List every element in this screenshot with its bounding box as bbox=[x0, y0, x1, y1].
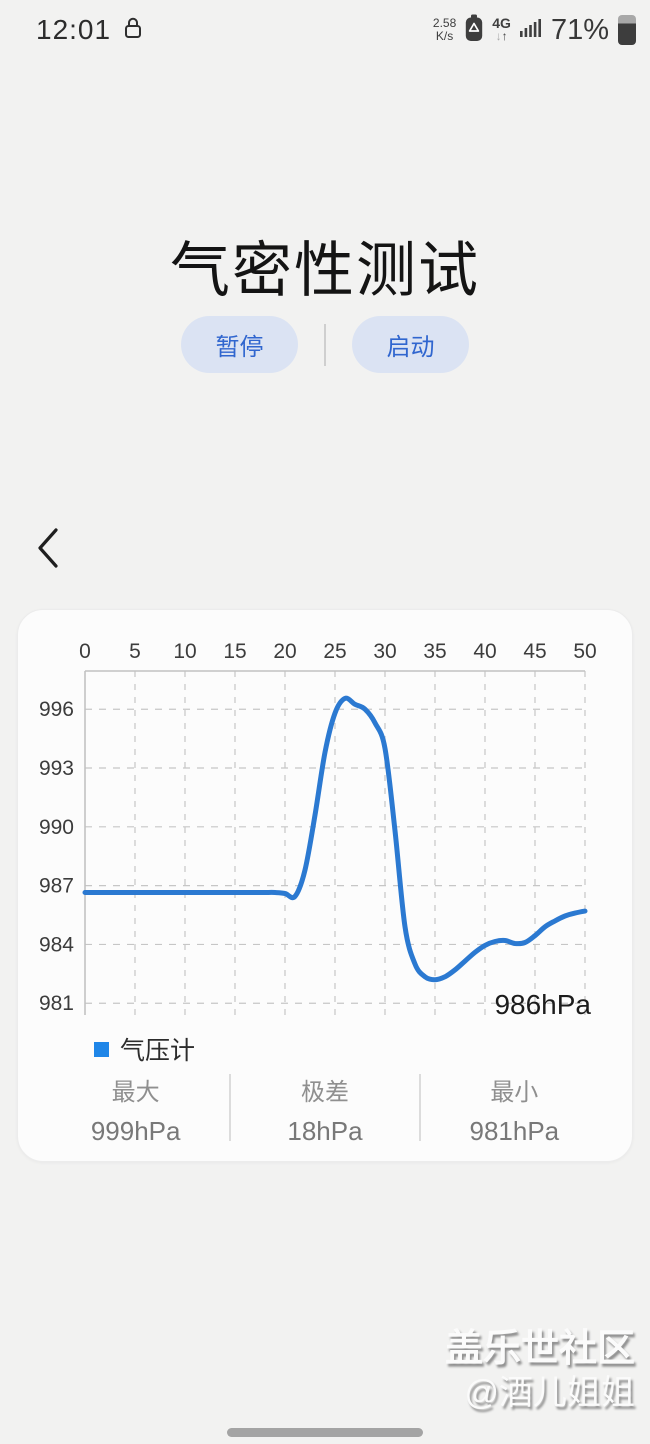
stat-max: 最大 999hPa bbox=[42, 1068, 229, 1147]
stat-range-label: 极差 bbox=[300, 1079, 349, 1106]
button-divider bbox=[324, 323, 326, 366]
status-time: 12:01 bbox=[36, 14, 112, 45]
stat-range: 极差 18hPa bbox=[231, 1068, 418, 1147]
series-line bbox=[82, 695, 588, 983]
x-tick-label: 25 bbox=[323, 640, 346, 663]
stat-divider bbox=[229, 1074, 232, 1141]
current-reading: 986hPa bbox=[494, 989, 591, 1020]
lock-icon bbox=[124, 16, 142, 44]
chevron-left-icon bbox=[35, 527, 61, 572]
y-tick-label: 981 bbox=[39, 992, 74, 1015]
network-type-indicator: 4G ↓↑ bbox=[492, 15, 511, 43]
y-tick-label: 993 bbox=[39, 757, 74, 780]
network-speed-value: 2.58 bbox=[432, 16, 457, 30]
stat-min-value: 981hPa bbox=[469, 1116, 560, 1146]
status-bar: 12:01 2.58 K/s 4G bbox=[0, 8, 650, 52]
network-arrows-icon: ↓↑ bbox=[495, 29, 508, 43]
x-tick-label: 50 bbox=[573, 640, 596, 663]
barometer-chart: 0 5 10 15 20 25 30 35 40 45 50 996 993 990 987 984 981 98… bbox=[39, 640, 597, 1020]
stat-range-value: 18hPa bbox=[287, 1116, 363, 1146]
x-tick-label: 40 bbox=[473, 640, 496, 663]
start-button[interactable]: 启动 bbox=[352, 316, 469, 373]
y-tick-label: 996 bbox=[39, 698, 74, 721]
home-indicator-handle[interactable] bbox=[227, 1428, 423, 1437]
y-tick-label: 987 bbox=[39, 875, 74, 898]
stat-min: 最小 981hPa bbox=[421, 1068, 608, 1147]
network-type-label: 4G bbox=[492, 15, 511, 31]
chart-legend: 气压计 bbox=[94, 1031, 195, 1067]
stat-max-label: 最大 bbox=[111, 1079, 160, 1106]
stat-divider bbox=[418, 1074, 421, 1141]
stat-min-label: 最小 bbox=[490, 1079, 539, 1106]
watermark-author: @酒儿姐姐 bbox=[464, 1374, 635, 1412]
y-tick-label: 984 bbox=[39, 933, 74, 956]
signal-strength-icon bbox=[519, 18, 542, 42]
legend-swatch bbox=[94, 1041, 109, 1057]
x-tick-label: 20 bbox=[273, 640, 296, 663]
x-tick-label: 30 bbox=[373, 640, 396, 663]
stat-max-value: 999hPa bbox=[90, 1116, 181, 1146]
network-speed-unit: K/s bbox=[435, 29, 454, 43]
watermark-community: 盖乐世社区 bbox=[444, 1328, 635, 1370]
battery-icon bbox=[618, 15, 636, 45]
x-tick-label: 0 bbox=[79, 640, 91, 663]
x-tick-label: 5 bbox=[129, 640, 141, 663]
page-title: 气密性测试 bbox=[170, 237, 480, 304]
stats-row: 最大 999hPa 极差 18hPa 最小 981hPa bbox=[42, 1068, 608, 1147]
network-speed: 2.58 K/s bbox=[433, 17, 456, 43]
battery-percent: 71% bbox=[550, 13, 609, 46]
y-tick-label: 990 bbox=[39, 816, 74, 839]
pause-button[interactable]: 暂停 bbox=[181, 316, 298, 373]
watermark: 盖乐世社区 @酒儿姐姐 bbox=[445, 1327, 635, 1414]
chart-card: 0 5 10 15 20 25 30 35 40 45 50 996 993 990 987 984 981 98… bbox=[17, 609, 633, 1162]
back-button[interactable] bbox=[24, 520, 72, 578]
x-tick-label: 10 bbox=[173, 640, 196, 663]
x-tick-label: 35 bbox=[423, 640, 446, 663]
test-controls: 暂停 启动 bbox=[0, 316, 650, 373]
data-saver-icon bbox=[465, 14, 483, 47]
legend-label: 气压计 bbox=[120, 1037, 196, 1065]
x-tick-label: 15 bbox=[223, 640, 246, 663]
x-tick-label: 45 bbox=[523, 640, 546, 663]
